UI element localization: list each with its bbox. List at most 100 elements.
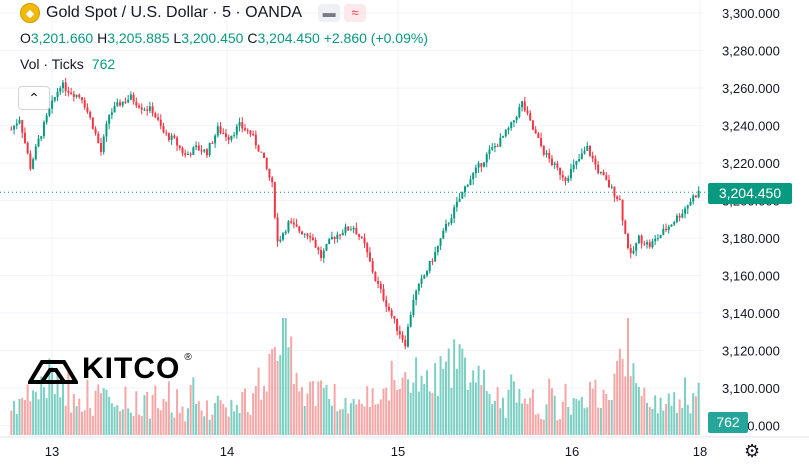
volume-bar bbox=[347, 413, 350, 435]
volume-bar bbox=[287, 347, 290, 435]
candle-body bbox=[412, 299, 415, 315]
volume-bar bbox=[205, 400, 208, 435]
candle-body bbox=[224, 133, 227, 138]
candle-body bbox=[91, 117, 94, 129]
volume-bar bbox=[53, 394, 56, 435]
candle-body bbox=[279, 239, 282, 242]
candle-body bbox=[328, 239, 331, 244]
volume-bar bbox=[330, 405, 333, 435]
volume-bar bbox=[230, 399, 233, 435]
volume-bar bbox=[627, 318, 630, 435]
candle-body bbox=[493, 145, 496, 148]
y-tick-label: 3,120.000 bbox=[722, 344, 780, 359]
candle-body bbox=[80, 97, 83, 101]
volume-bar bbox=[401, 377, 404, 435]
volume-bar bbox=[309, 381, 312, 435]
volume-bar bbox=[415, 357, 418, 435]
volume-bar bbox=[368, 406, 371, 435]
candle-body bbox=[352, 227, 355, 230]
volume-bar bbox=[314, 406, 317, 435]
volume-bar bbox=[387, 400, 390, 435]
candle-body bbox=[396, 318, 399, 331]
candle-body bbox=[295, 224, 298, 227]
candle-body bbox=[542, 146, 545, 155]
candle-body bbox=[360, 236, 363, 238]
volume-bar bbox=[192, 377, 195, 435]
candle-body bbox=[629, 248, 632, 254]
volume-bar bbox=[292, 383, 295, 435]
volume-bar bbox=[159, 410, 162, 435]
candle-body bbox=[254, 134, 257, 146]
candle-body bbox=[689, 201, 692, 206]
candle-body bbox=[461, 191, 464, 199]
minus-icon[interactable]: ▬ bbox=[318, 4, 341, 22]
kitco-logo: KITCO ® bbox=[28, 352, 192, 386]
volume-bar bbox=[605, 394, 608, 435]
volume-bar bbox=[282, 318, 285, 435]
volume-bar bbox=[385, 387, 388, 435]
volume-bar bbox=[32, 390, 35, 435]
candle-body bbox=[303, 233, 306, 235]
volume-bar bbox=[493, 400, 496, 435]
volume-bar bbox=[186, 408, 189, 435]
volume-bar bbox=[455, 368, 458, 435]
symbol-title[interactable]: Gold Spot / U.S. Dollar · 5 · OANDA bbox=[46, 4, 303, 21]
high-label: H bbox=[97, 30, 108, 46]
candle-body bbox=[415, 290, 418, 300]
candle-body bbox=[301, 231, 304, 235]
candle-body bbox=[643, 243, 646, 245]
volume-bar bbox=[97, 384, 100, 435]
volume-bar bbox=[580, 396, 583, 435]
candle-body bbox=[59, 88, 62, 92]
volume-bar bbox=[252, 393, 255, 435]
volume-bar bbox=[176, 389, 179, 435]
candle-body bbox=[344, 226, 347, 233]
candle-body bbox=[273, 182, 276, 218]
candle-body bbox=[86, 107, 89, 112]
volume-bar bbox=[341, 409, 344, 435]
candle-body bbox=[355, 227, 358, 235]
candle-body bbox=[382, 288, 385, 301]
volume-bar bbox=[328, 399, 331, 435]
volume-bar bbox=[86, 379, 89, 435]
collapse-button[interactable]: ⌃ bbox=[18, 86, 50, 110]
candle-body bbox=[178, 145, 181, 148]
candle-body bbox=[211, 142, 214, 144]
volume-label[interactable]: Vol · Ticks bbox=[20, 56, 84, 72]
gear-icon[interactable]: ⚙ bbox=[744, 441, 761, 461]
volume-bar bbox=[684, 377, 687, 435]
volume-bar bbox=[396, 389, 399, 435]
candle-body bbox=[51, 100, 54, 109]
candle-body bbox=[34, 146, 37, 160]
volume-bar bbox=[553, 395, 556, 435]
volume-bar bbox=[681, 407, 684, 435]
candle-body bbox=[637, 235, 640, 244]
candle-body bbox=[662, 228, 665, 235]
volume-bar bbox=[42, 387, 45, 435]
volume-bar bbox=[102, 388, 105, 435]
approx-icon[interactable]: ≈ bbox=[344, 4, 367, 22]
volume-bar bbox=[154, 385, 157, 435]
volume-bar bbox=[610, 399, 613, 435]
y-tick-label: 3,100.000 bbox=[722, 381, 780, 396]
volume-bar bbox=[140, 416, 143, 435]
candle-body bbox=[442, 230, 445, 239]
candle-body bbox=[197, 145, 200, 151]
candle-body bbox=[607, 179, 610, 187]
volume-bar bbox=[265, 391, 268, 435]
candle-body bbox=[406, 326, 409, 347]
volume-bar bbox=[363, 406, 366, 435]
volume-bar bbox=[184, 421, 187, 435]
candle-body bbox=[531, 120, 534, 130]
volume-bar bbox=[689, 413, 692, 435]
volume-bar bbox=[640, 396, 643, 435]
volume-bar bbox=[567, 406, 570, 435]
volume-bar bbox=[108, 396, 111, 435]
candle-body bbox=[553, 163, 556, 166]
candle-body bbox=[455, 201, 458, 208]
candle-body bbox=[656, 238, 659, 240]
candle-body bbox=[450, 218, 453, 224]
candle-body bbox=[621, 199, 624, 221]
volume-bar bbox=[148, 418, 151, 435]
